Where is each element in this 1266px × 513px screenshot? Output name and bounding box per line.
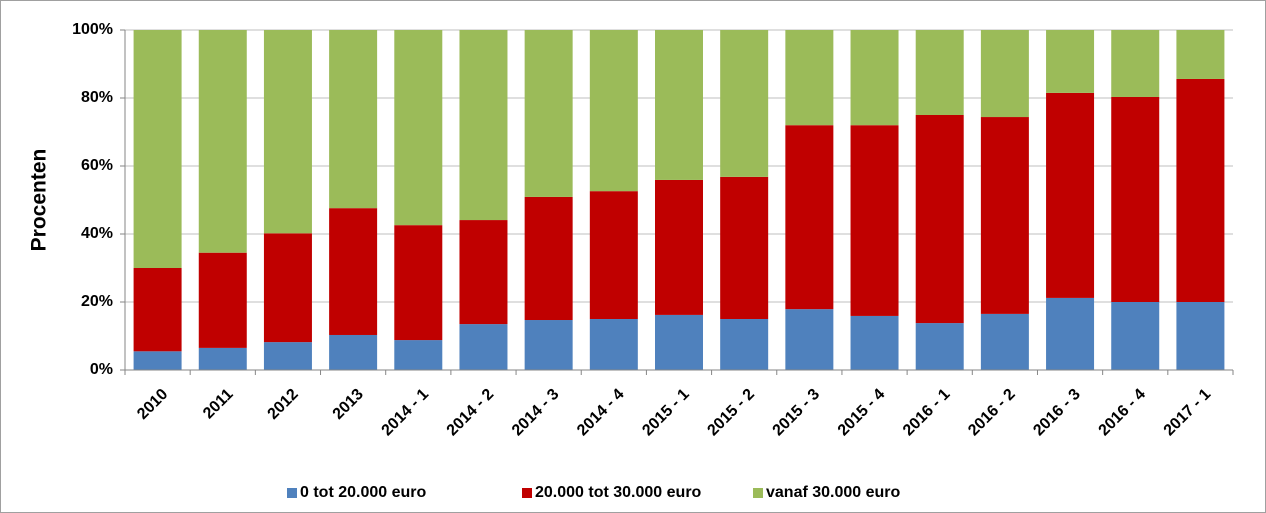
bar-segment (655, 179, 703, 315)
bar-segment (1176, 78, 1225, 303)
bar-segment (1046, 92, 1095, 298)
bar-segment (133, 30, 182, 268)
bar-segment (1111, 30, 1160, 97)
bar-segment (329, 334, 378, 370)
bar-segment (720, 30, 769, 177)
bar-segment (720, 176, 769, 319)
bar-segment (1046, 30, 1095, 93)
bar-segment (980, 117, 1029, 314)
bar-segment (524, 30, 573, 197)
bar-segment (915, 30, 964, 115)
bar-segment (1176, 30, 1225, 79)
bar-segment (394, 30, 443, 226)
bar-segment (198, 347, 247, 370)
bar-segment (850, 30, 899, 126)
y-axis-label: Procenten (28, 149, 51, 252)
legend-swatch (522, 488, 532, 498)
bar-segment (1111, 96, 1160, 302)
bar-segment (459, 324, 508, 370)
y-tick-label: 0% (90, 361, 113, 378)
bar-segment (655, 30, 703, 180)
bar-segment (589, 319, 638, 370)
y-tick-label: 60% (81, 157, 113, 174)
y-tick-label: 40% (81, 225, 113, 242)
legend-label: 20.000 tot 30.000 euro (535, 484, 702, 501)
bar-segment (720, 319, 769, 370)
bar-segment (524, 320, 573, 370)
legend-swatch (753, 488, 763, 498)
bar-segment (1176, 302, 1225, 370)
bar-segment (589, 191, 638, 319)
bar-segment (524, 196, 573, 321)
bar-segment (785, 30, 834, 126)
legend-label: 0 tot 20.000 euro (300, 484, 427, 501)
y-tick-label: 100% (72, 21, 113, 38)
bar-segment (263, 30, 312, 234)
bar-segment (1046, 297, 1095, 370)
bar-segment (459, 30, 508, 221)
bar-segment (980, 313, 1029, 370)
bar-segment (263, 342, 312, 370)
bar-segment (329, 30, 378, 209)
bar-segment (850, 315, 899, 370)
bar-segment (263, 233, 312, 343)
bar-segment (980, 30, 1029, 118)
bar-segment (459, 220, 508, 325)
bar-segment (915, 115, 964, 324)
bar-segment (915, 323, 964, 370)
bar-segment (329, 208, 378, 335)
bar-segment (198, 30, 247, 253)
y-tick-label: 80% (81, 89, 113, 106)
bar-segment (394, 340, 443, 370)
bar-segment (133, 268, 182, 352)
bar-segment (785, 125, 834, 310)
bar-segment (1111, 302, 1160, 370)
bar-segment (850, 125, 899, 316)
bar-segment (589, 30, 638, 192)
bar-segment (133, 351, 182, 370)
bar-segment (785, 309, 834, 370)
legend-label: vanaf 30.000 euro (766, 484, 901, 501)
bar-segment (655, 314, 703, 370)
y-tick-label: 20% (81, 293, 113, 310)
bar-segment (198, 252, 247, 348)
bar-segment (394, 225, 443, 341)
legend-swatch (287, 488, 297, 498)
